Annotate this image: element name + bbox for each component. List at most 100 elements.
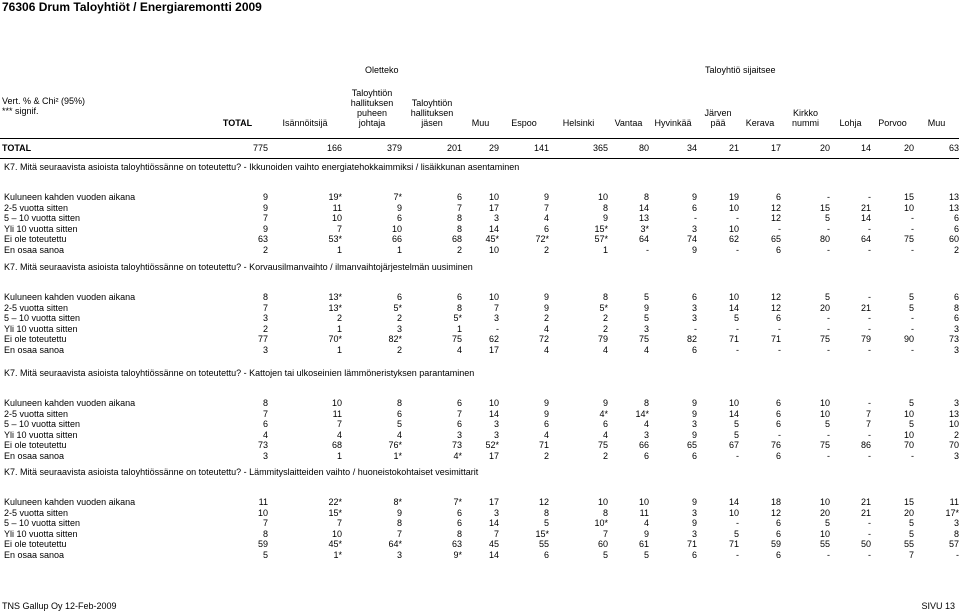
table-cell: - xyxy=(496,323,499,334)
table-cell: - xyxy=(694,323,697,334)
table-cell: 7 xyxy=(336,223,342,234)
page-title: 76306 Drum Taloyhtiöt / Energiaremontti … xyxy=(2,0,262,14)
table-cell: - xyxy=(868,528,871,539)
table-cell: 76 xyxy=(770,440,781,451)
table-cell: 10 xyxy=(728,398,739,408)
table-cell: 11 xyxy=(949,497,959,507)
table-cell: - xyxy=(827,344,830,355)
table-cell: 9 xyxy=(262,223,268,234)
table-cell: 5* xyxy=(393,302,402,313)
table-cell: 9 xyxy=(643,528,649,539)
table-cell: 5 xyxy=(262,549,268,560)
row-label: Yli 10 vuotta sitten xyxy=(4,429,78,440)
column-header: Isännöitsijä xyxy=(268,88,342,128)
column-header-line: Kerava xyxy=(745,118,775,128)
table-cell: - xyxy=(736,323,739,334)
table-cell: - xyxy=(911,213,914,224)
table-cell: 1* xyxy=(333,549,342,560)
total-divider xyxy=(0,158,959,159)
table-cell: 19* xyxy=(328,192,342,202)
table-cell: 2 xyxy=(602,323,608,334)
table-cell: 11 xyxy=(639,507,649,518)
table-cell: 8 xyxy=(456,213,462,224)
table-cell: 66 xyxy=(391,234,402,245)
table-cell: 4 xyxy=(396,429,402,440)
table-cell: 6 xyxy=(775,518,781,529)
table-cell: 2 xyxy=(543,244,549,255)
column-header: Taloyhtiön hallituksen puheen johtaja xyxy=(342,88,402,128)
table-cell: 13 xyxy=(948,408,959,419)
table-cell: 75 xyxy=(451,334,462,345)
table-row: 2-5 vuotta sitten 10 15* 9 6 3 8 8 11 3 10 12 20 21 20… xyxy=(0,508,959,519)
table-cell: 3 xyxy=(691,302,697,313)
table-cell: 6 xyxy=(602,419,608,430)
table-cell: 10 xyxy=(819,497,830,507)
table-cell: 3 xyxy=(493,419,499,430)
table-cell: 75 xyxy=(903,234,914,245)
table-cell: 8 xyxy=(262,292,268,302)
table-cell: 57* xyxy=(594,234,608,245)
table-cell: 2 xyxy=(336,313,342,324)
table-row: Ei ole toteutettu 63 53* 66 68 45* 72* 57* 64 74 6… xyxy=(0,234,959,245)
table-cell: - xyxy=(646,244,649,255)
table-cell: 1 xyxy=(336,244,342,255)
total-cell: 17 xyxy=(770,143,781,153)
column-header-line: puheen xyxy=(356,108,388,118)
table-cell: 6 xyxy=(543,549,549,560)
table-cell: 7 xyxy=(336,518,342,529)
table-cell: 21 xyxy=(860,507,871,518)
table-cell: - xyxy=(868,223,871,234)
table-row: En osaa sanoa 3 1 2 4 17 4 4 4 6 - - - - - 3 xyxy=(0,345,959,356)
table-row: Yli 10 vuotta sitten 9 7 10 8 14 6 15* 3* 3 10 - - - -… xyxy=(0,224,959,235)
column-header: Järven pää xyxy=(697,88,739,128)
table-cell: 9 xyxy=(643,302,649,313)
total-cell: 80 xyxy=(638,143,649,153)
table-cell: - xyxy=(736,518,739,529)
table-cell: 8 xyxy=(456,223,462,234)
table-cell: 4 xyxy=(543,429,549,440)
table-cell: 5 xyxy=(908,518,914,529)
column-header-line: johtaja xyxy=(358,118,386,128)
column-header: Kerava xyxy=(739,88,781,128)
table-cell: 10 xyxy=(488,292,499,302)
total-cell: 166 xyxy=(326,143,342,153)
table-cell: 12 xyxy=(770,507,781,518)
table-cell: 9 xyxy=(691,429,697,440)
total-cell: 20 xyxy=(819,143,830,153)
column-header-line: Isännöitsijä xyxy=(282,118,328,128)
question-title: K7. Mitä seuraavista asioista taloyhtiös… xyxy=(4,467,479,477)
row-label: Yli 10 vuotta sitten xyxy=(4,528,78,539)
table-cell: 8 xyxy=(643,398,649,408)
table-cell: - xyxy=(868,429,871,440)
column-header-line: Lohja xyxy=(839,118,862,128)
total-cell: 20 xyxy=(903,143,914,153)
table-cell: 6 xyxy=(456,518,462,529)
row-label: Ei ole toteutettu xyxy=(4,334,67,345)
column-header: Taloyhtiön hallituksen jäsen xyxy=(402,88,462,128)
table-cell: 19 xyxy=(728,192,739,202)
table-cell: 9 xyxy=(691,408,697,419)
table-cell: 6 xyxy=(396,408,402,419)
table-cell: 64 xyxy=(860,234,871,245)
table-cell: 6 xyxy=(691,202,697,213)
table-cell: 2 xyxy=(602,450,608,461)
table-cell: 5 xyxy=(824,518,830,529)
table-cell: 4 xyxy=(602,429,608,440)
table-cell: 12 xyxy=(770,292,781,302)
table-cell: 3 xyxy=(691,313,697,324)
table-cell: 5 xyxy=(824,213,830,224)
table-cell: 13 xyxy=(948,192,959,202)
table-cell: 3 xyxy=(493,213,499,224)
table-cell: 7 xyxy=(456,408,462,419)
table-cell: 8 xyxy=(543,507,549,518)
table-cell: 15 xyxy=(903,497,914,507)
table-cell: 6 xyxy=(953,292,959,302)
column-header: Kirkko nummi xyxy=(781,88,830,128)
table-cell: 9 xyxy=(543,302,549,313)
row-label: 2-5 vuotta sitten xyxy=(4,202,69,213)
table-cell: 6 xyxy=(775,398,781,408)
table-cell: 60 xyxy=(597,539,608,550)
table-cell: 7 xyxy=(336,419,342,430)
table-cell: 14 xyxy=(488,549,499,560)
table-cell: 12 xyxy=(538,497,549,507)
